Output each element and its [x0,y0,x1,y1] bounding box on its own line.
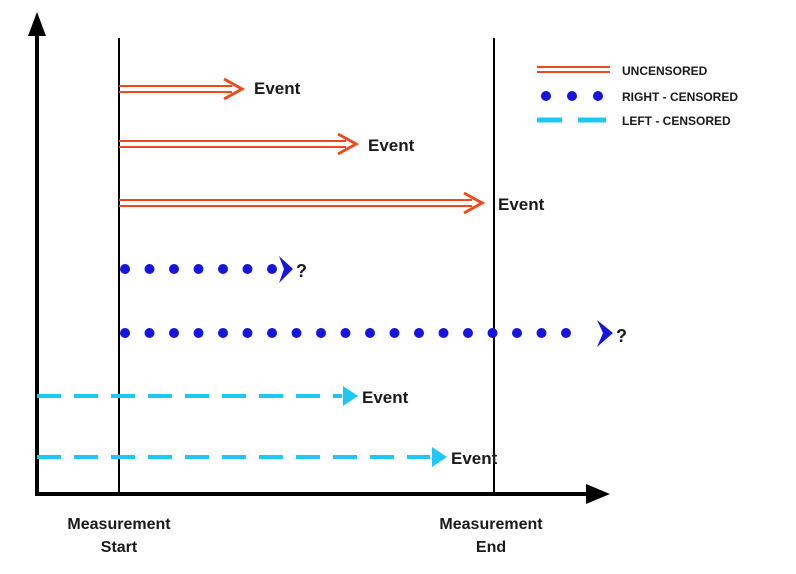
legend-left-censored: LEFT - CENSORED [537,114,731,128]
right-censored-dot [193,264,204,274]
right-censored-dot [242,328,253,338]
right-censored-dot [169,328,179,338]
legend-right-censored-label: RIGHT - CENSORED [622,90,738,104]
right-censored-dot [389,328,400,338]
right-censored-dot [218,328,228,338]
right-censored-arrowhead [279,256,293,283]
right-censored-dot [120,264,130,274]
row-right-censored-2: ? [120,320,627,347]
right-censored-dot [487,328,498,338]
right-censored-arrowhead [597,320,613,347]
right-censored-dot [169,264,179,274]
legend-right-censored: RIGHT - CENSORED [541,90,738,104]
legend-uncensored-label: UNCENSORED [622,64,708,78]
right-censored-dot [242,264,253,274]
right-censored-dot [144,328,155,338]
right-censored-dot [438,328,449,338]
x-axis-arrowhead [586,484,610,504]
event-label: Event [451,449,498,468]
unknown-label: ? [616,326,627,346]
event-label: Event [254,79,301,98]
row-uncensored-1: Event [119,77,301,101]
measurement-start-label-line1: Measurement [67,516,171,533]
right-censored-dot [414,328,424,338]
right-censored-dot [316,328,326,338]
right-censored-dot [218,264,228,274]
right-censored-dot [463,328,473,338]
row-left-censored-2: Event [37,447,498,468]
right-censored-dot [144,264,155,274]
right-censored-dot [365,328,375,338]
legend: UNCENSORED RIGHT - CENSORED LEFT - CENSO… [537,64,738,128]
right-censored-dot [536,328,547,338]
right-censored-dot [340,328,351,338]
unknown-label: ? [296,261,307,281]
event-label: Event [368,136,415,155]
row-right-censored-1: ? [120,256,307,283]
measurement-end-label-line2: End [476,539,506,556]
measurement-end-label-line1: Measurement [439,516,543,533]
y-axis-arrowhead [28,12,46,36]
measurement-start-label-line2: Start [101,539,138,556]
right-censored-dot [512,328,522,338]
row-left-censored-1: Event [37,386,409,407]
event-label: Event [362,388,409,407]
legend-uncensored: UNCENSORED [537,64,708,78]
right-censored-dot [267,264,277,274]
row-uncensored-2: Event [119,132,415,156]
right-censored-dot [120,328,130,338]
legend-left-censored-label: LEFT - CENSORED [622,114,731,128]
event-label: Event [498,195,545,214]
right-censored-dot [193,328,204,338]
row-uncensored-3: Event [119,191,545,215]
right-censored-dot [267,328,277,338]
right-censored-dot [291,328,302,338]
right-censored-dot [561,328,571,338]
